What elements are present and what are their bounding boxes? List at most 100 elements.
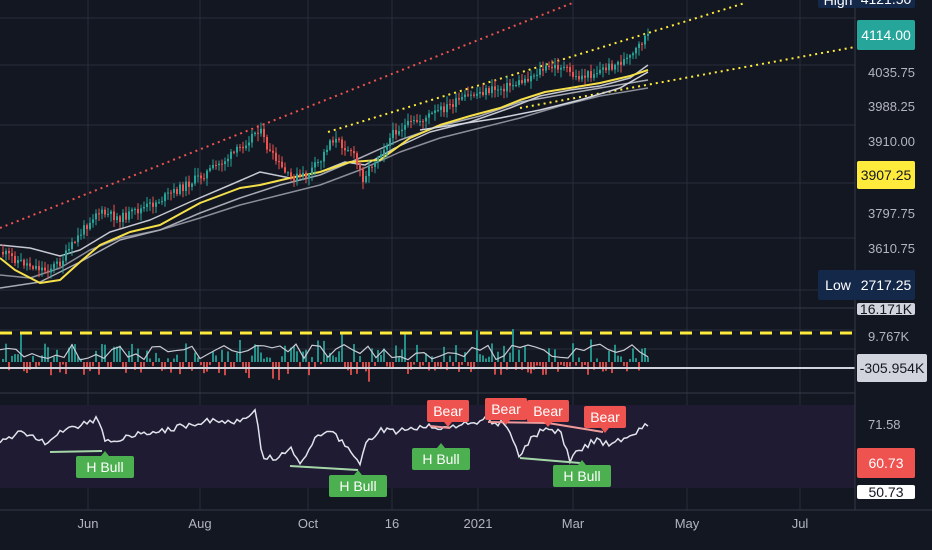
volume-bar [194, 352, 196, 362]
volume-bar [86, 362, 88, 368]
volume-bar [467, 362, 469, 366]
high-tag-text: High [824, 0, 853, 8]
candle-body [194, 175, 196, 184]
volume-tick-label: 9.767K [868, 329, 910, 344]
candle-body [59, 261, 61, 266]
candle-body [515, 85, 517, 87]
candle-body [242, 146, 244, 149]
candle-body [533, 75, 535, 77]
volume-bar [233, 362, 235, 367]
candle-body [197, 175, 199, 177]
candle-body [542, 68, 544, 71]
volume-bar [209, 362, 211, 365]
candle-body [44, 267, 46, 271]
candle-body [431, 112, 433, 114]
volume-bar [272, 362, 274, 379]
ma-price-label-text: 3907.25 [861, 167, 912, 183]
sma-mid-gray [0, 79, 649, 289]
volume-bar [104, 344, 106, 362]
y-tick-label: 3797.75 [868, 206, 915, 221]
volume-bar [506, 362, 508, 370]
candle-body [185, 181, 187, 192]
volume-bar [362, 362, 364, 368]
candle-body [125, 212, 127, 220]
bear-tag-text: Bear [533, 403, 563, 419]
volume-bar [278, 362, 280, 381]
volume-top-label-text: 16.171K [860, 301, 913, 317]
candle-body [206, 170, 208, 179]
volume-bar [8, 362, 10, 371]
candle-body [68, 248, 70, 251]
x-tick-label: Mar [562, 516, 585, 531]
candle-body [596, 73, 598, 75]
candle-body [41, 267, 43, 271]
candle-body [584, 75, 586, 78]
volume-bar [434, 362, 436, 371]
volume-bar [497, 351, 499, 362]
candle-body [350, 150, 352, 152]
volume-bar [632, 348, 634, 362]
volume-bar [503, 345, 505, 362]
bull-tag-box [412, 448, 470, 470]
volume-bar [269, 357, 271, 362]
volume-bar [413, 362, 415, 365]
candle-body [137, 208, 139, 214]
candle-body [239, 146, 241, 148]
candle-body [182, 184, 184, 192]
candle-body [110, 211, 112, 214]
candle-body [401, 129, 403, 132]
volume-bar [518, 349, 520, 362]
volume-bar [635, 358, 637, 362]
candle-body [131, 209, 133, 212]
bear-tag-box [485, 398, 527, 420]
y-tick-label: 3610.75 [868, 241, 915, 256]
candle-body [503, 88, 505, 92]
volume-bar [386, 362, 388, 367]
volume-bar [353, 344, 355, 362]
candle-body [263, 128, 265, 138]
volume-bar [311, 357, 313, 362]
candle-body [53, 263, 55, 269]
volume-bar [143, 362, 145, 367]
volume-bar [101, 344, 103, 362]
candle-body [212, 164, 214, 169]
low-value-label-text: 2717.25 [861, 277, 912, 293]
candle-body [563, 66, 565, 68]
time-axis-bg [0, 510, 932, 550]
candle-body [425, 117, 427, 122]
candle-body [614, 64, 616, 70]
candle-body [143, 206, 145, 209]
candle-body [341, 139, 343, 149]
x-tick-label: 2021 [464, 516, 493, 531]
candle-body [287, 172, 289, 174]
volume-bar [326, 356, 328, 362]
volume-bar [470, 362, 472, 372]
volume-bar [485, 358, 487, 362]
candle-body [2, 252, 4, 255]
volume-bar [263, 358, 265, 362]
x-axis: Jun Aug Oct 16 2021 Mar May Jul [78, 516, 809, 531]
candle-body [560, 67, 562, 70]
volume-average-line [0, 343, 649, 361]
candle-body [464, 94, 466, 98]
candle-body [479, 91, 481, 94]
volume-bar [428, 362, 430, 371]
candle-body [8, 250, 10, 254]
candle-body [599, 69, 601, 74]
candle-body [611, 63, 613, 70]
bear-tag-box [584, 406, 626, 428]
candle-body [521, 80, 523, 83]
candle-body [95, 213, 97, 220]
volume-bar [569, 362, 571, 367]
volume-bar [11, 355, 13, 362]
volume-bar [590, 339, 592, 362]
candle-body [590, 71, 592, 78]
x-tick-label: Jul [792, 516, 809, 531]
rsi-tick-label: 71.58 [868, 417, 901, 432]
candle-body [404, 125, 406, 130]
volume-bar [296, 351, 298, 362]
volume-bar [584, 362, 586, 366]
price-scale [855, 0, 932, 510]
volume-bar [521, 362, 523, 370]
